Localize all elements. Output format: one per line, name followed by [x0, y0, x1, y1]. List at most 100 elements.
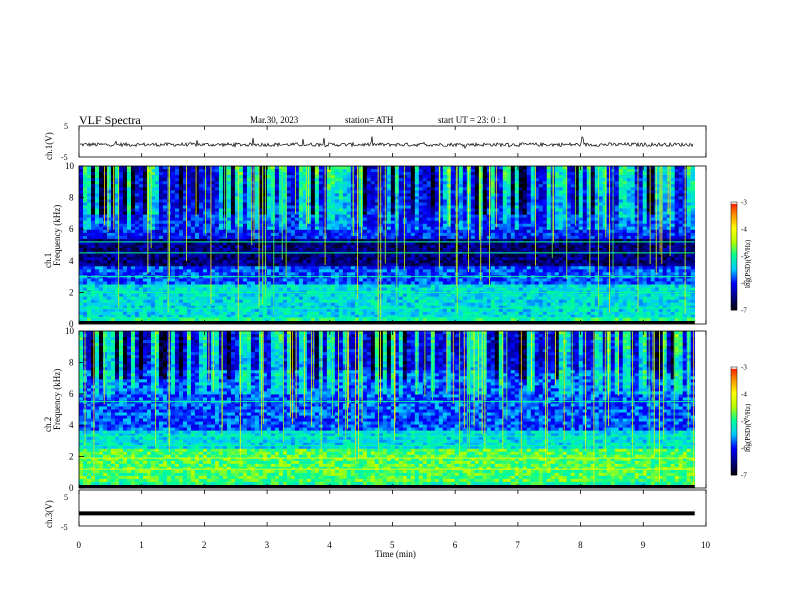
spectrogram-cell — [603, 196, 607, 199]
spectrogram-cell — [435, 260, 439, 263]
spectrogram-cell — [655, 242, 659, 245]
spectrogram-cell — [603, 227, 607, 230]
spectrogram-cell — [279, 263, 283, 266]
spectrogram-cell — [87, 242, 91, 245]
spectrogram-cell — [99, 199, 103, 202]
spectrogram-cell — [307, 218, 311, 221]
spectrogram-cell — [355, 190, 359, 193]
spectrogram-cell — [127, 175, 131, 178]
spectrogram-cell — [391, 206, 395, 209]
spectrogram-cell — [495, 199, 499, 202]
spectrogram-cell — [691, 196, 695, 199]
spectrogram-cell — [435, 221, 439, 224]
spectrogram-cell — [311, 224, 315, 227]
spectrogram-cell — [215, 260, 219, 263]
spectrogram-cell — [347, 224, 351, 227]
spectrogram-cell — [163, 199, 167, 202]
spectrogram-cell — [343, 242, 347, 245]
spectrogram-cell — [551, 221, 555, 224]
spectrogram-cell — [547, 230, 551, 233]
spectrogram-cell — [343, 206, 347, 209]
spectrogram-cell — [319, 175, 323, 178]
spectrogram-cell — [655, 184, 659, 187]
spectrogram-cell — [579, 196, 583, 199]
spectrogram-cell — [211, 257, 215, 260]
spectrogram-cell — [519, 178, 523, 181]
spectrogram-cell — [431, 169, 435, 172]
spectrogram-cell — [691, 224, 695, 227]
spectrogram-cell — [227, 224, 231, 227]
spectrogram-cell — [311, 184, 315, 187]
spectrogram-cell — [139, 187, 143, 190]
spectrogram-cell — [687, 181, 691, 184]
spectrogram-cell — [231, 254, 235, 257]
spectrogram-cell — [143, 218, 147, 221]
spectrogram-cell — [143, 206, 147, 209]
spectrogram-cell — [463, 178, 467, 181]
spectrogram-cell — [263, 190, 267, 193]
spectrogram-cell — [523, 181, 527, 184]
spectrogram-cell — [499, 242, 503, 245]
spectrogram-cell — [243, 172, 247, 175]
spectrogram-cell — [519, 227, 523, 230]
spectrogram-cell — [135, 221, 139, 224]
spectrogram-cell — [87, 230, 91, 233]
spectrogram-cell — [435, 209, 439, 212]
spectrogram-cell — [671, 230, 675, 233]
spectrogram-cell — [155, 248, 159, 251]
spectrogram-cell — [443, 196, 447, 199]
spectrogram-cell — [443, 190, 447, 193]
spectrogram-cell — [171, 181, 175, 184]
spectrogram-cell — [275, 227, 279, 230]
spectrogram-cell — [163, 260, 167, 263]
spectrogram-cell — [411, 260, 415, 263]
spectrogram-cell — [655, 257, 659, 260]
spectrogram-cell — [651, 254, 655, 257]
spectrogram-cell — [135, 199, 139, 202]
spectrogram-cell — [219, 196, 223, 199]
spectrogram-cell — [643, 212, 647, 215]
spectrogram-cell — [635, 218, 639, 221]
spectrogram-cell — [347, 187, 351, 190]
spectrogram-cell — [143, 184, 147, 187]
spectrogram-cell — [287, 166, 291, 169]
spectrogram-cell — [475, 221, 479, 224]
spectrogram-cell — [471, 181, 475, 184]
figure-title: VLF Spectra — [79, 113, 141, 127]
spectrogram-cell — [135, 181, 139, 184]
spectrogram-cell — [291, 263, 295, 266]
spectrogram-cell — [639, 215, 643, 218]
spectrogram-cell — [211, 190, 215, 193]
spectrogram-cell — [483, 215, 487, 218]
spectrogram-cell — [591, 166, 595, 169]
spectrogram-cell — [495, 221, 499, 224]
spectrogram-cell — [603, 199, 607, 202]
spectrogram-cell — [475, 224, 479, 227]
spectrogram-cell — [403, 202, 407, 205]
spectrogram-cell — [543, 199, 547, 202]
spectrogram-cell — [187, 181, 191, 184]
spectrogram-cell — [623, 166, 627, 169]
spectrogram-cell — [195, 184, 199, 187]
spectrogram-cell — [335, 215, 339, 218]
spectrogram-cell — [187, 263, 191, 266]
spectrogram-cell — [283, 190, 287, 193]
spectrogram-cell — [287, 260, 291, 263]
spectrogram-cell — [331, 212, 335, 215]
spectrogram-cell — [403, 224, 407, 227]
spectrogram-cell — [247, 193, 251, 196]
spectrogram-cell — [671, 206, 675, 209]
spectrogram-cell — [187, 187, 191, 190]
spectrogram-cell — [639, 254, 643, 257]
spectrogram-cell — [659, 172, 663, 175]
spectrogram-cell — [131, 260, 135, 263]
spectrogram-cell — [531, 166, 535, 169]
spectrogram-cell — [655, 199, 659, 202]
spectrogram-cell — [543, 181, 547, 184]
spectrogram-cell — [451, 178, 455, 181]
spectrogram-cell — [639, 260, 643, 263]
spectrogram-cell — [643, 215, 647, 218]
spectrogram-cell — [143, 260, 147, 263]
spectrogram-cell — [651, 199, 655, 202]
spectrogram-cell — [515, 245, 519, 248]
